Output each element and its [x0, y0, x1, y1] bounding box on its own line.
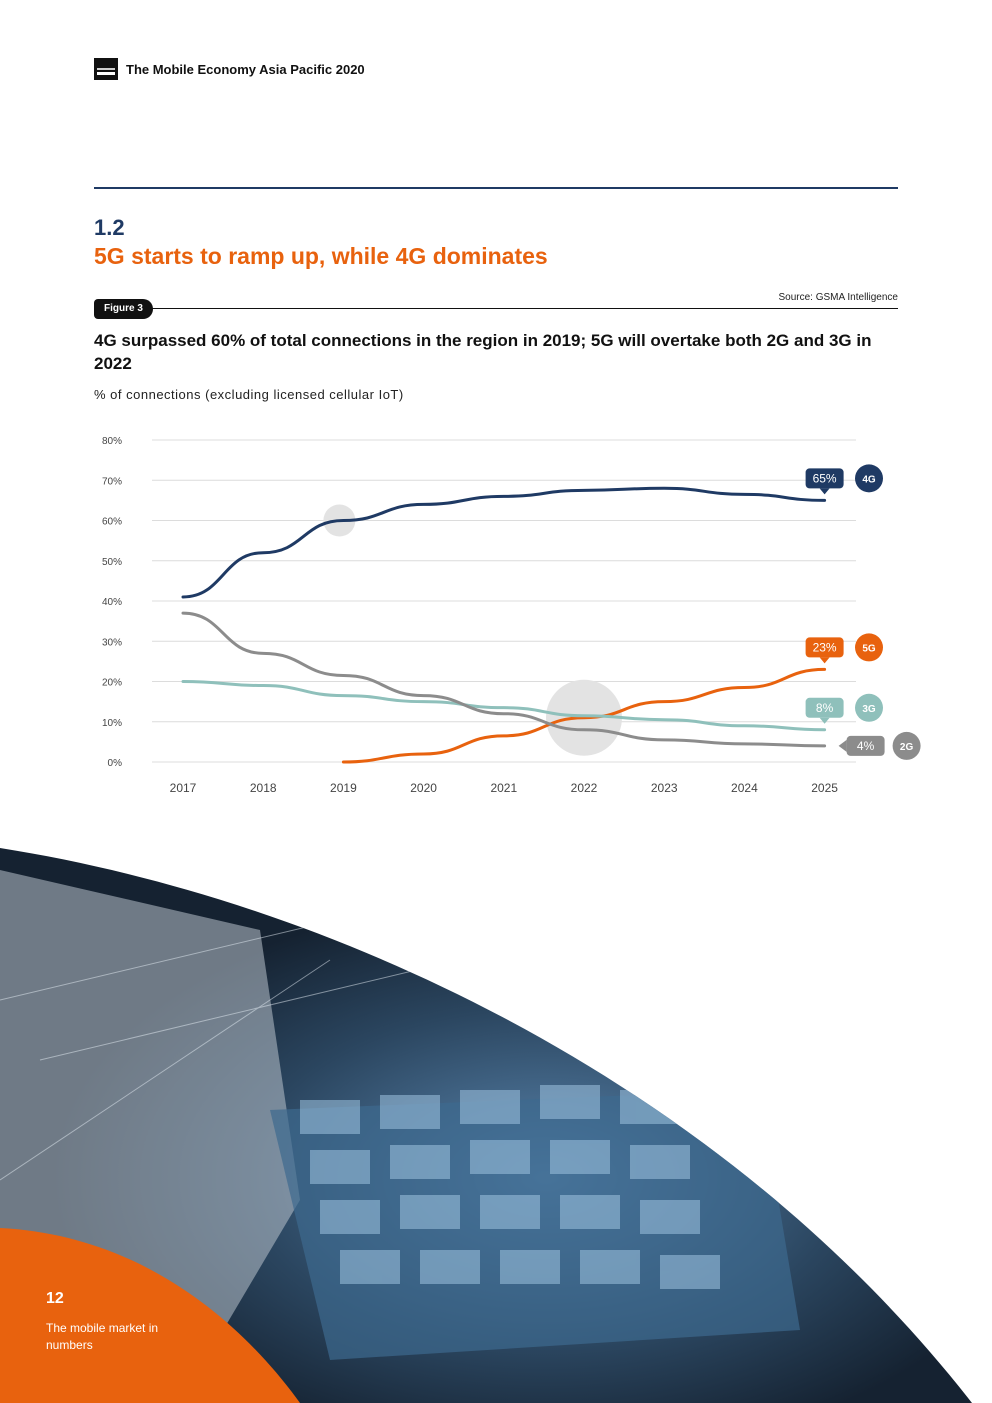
series-line-5g [341, 667, 827, 764]
x-axis: 2017 2018 2019 2020 2021 2022 2023 2024 2025 [170, 781, 839, 795]
x-tick-label: 2018 [250, 781, 277, 795]
end-label-value-3g: 8% [816, 701, 834, 715]
gsma-logo-icon [94, 58, 118, 80]
series-line-3g [181, 680, 827, 732]
chart-subtitle: % of connections (excluding licensed cel… [94, 387, 404, 402]
x-tick-label: 2024 [731, 781, 758, 795]
end-label-value-2g: 4% [857, 739, 875, 753]
end-label-pointer-2g [838, 739, 847, 752]
x-tick-label: 2017 [170, 781, 197, 795]
series-name-3g: 3G [862, 704, 876, 715]
end-label-pointer-3g [819, 717, 830, 724]
series-dot-3g [855, 693, 883, 722]
x-tick-label: 2021 [490, 781, 517, 795]
end-label-pointer-5g [819, 657, 830, 664]
y-tick-label: 50% [102, 557, 122, 568]
end-label-value-4g: 65% [813, 471, 837, 485]
series-dot-2g [892, 731, 921, 760]
series-name-2g: 2G [900, 742, 914, 753]
y-tick-label: 60% [102, 517, 122, 528]
section-number: 1.2 [94, 215, 125, 240]
figure-badge: Figure 3 [94, 299, 153, 319]
series-dot-4g [855, 464, 883, 493]
y-tick-label: 80% [102, 436, 122, 447]
series-dot-5g [855, 633, 883, 662]
section-divider [94, 187, 898, 189]
chart-series [181, 486, 827, 764]
series-line-4g [181, 486, 827, 599]
series-name-4g: 4G [862, 474, 876, 485]
y-tick-label: 30% [102, 637, 122, 648]
chart-grid [152, 439, 856, 763]
connections-line-chart: 0%10%20%30%40%50%60%70%80% 2017 2018 2019 2… [102, 436, 921, 795]
page-section-label: The mobile market in numbers [46, 1321, 159, 1352]
chart-end-labels: 65% 4G 23% 5G 8% 3G 4% 2G [805, 464, 921, 760]
page-header: The Mobile Economy Asia Pacific 2020 [94, 58, 365, 80]
end-label-bubble-2g [846, 735, 885, 756]
end-label-bubble-3g [805, 697, 844, 718]
x-tick-label: 2023 [651, 781, 678, 795]
chart-title: 4G surpassed 60% of total connections in… [94, 331, 872, 373]
figure-source: Source: GSMA Intelligence [778, 292, 898, 303]
y-axis: 0% 10% 20% 30% 40% 50% 60% 70% 80% [102, 436, 122, 769]
y-tick-label: 10% [102, 718, 122, 729]
report-title: The Mobile Economy Asia Pacific 2020 [126, 61, 365, 77]
y-tick-label: 70% [102, 476, 122, 487]
x-tick-label: 2022 [571, 781, 598, 795]
x-tick-label: 2025 [811, 781, 838, 795]
series-line-2g [181, 611, 827, 748]
end-label-bubble-5g [805, 637, 844, 658]
series-name-5g: 5G [862, 643, 876, 654]
end-label-bubble-4g [805, 468, 844, 489]
end-label-value-5g: 23% [813, 640, 837, 654]
page-number: 12 [46, 1290, 64, 1307]
section-title: 5G starts to ramp up, while 4G dominates [94, 243, 548, 269]
x-tick-label: 2020 [410, 781, 437, 795]
figure-rule [150, 308, 898, 309]
y-tick-label: 0% [108, 758, 123, 769]
end-label-pointer-4g [819, 488, 830, 495]
y-tick-label: 40% [102, 597, 122, 608]
x-tick-label: 2019 [330, 781, 357, 795]
y-tick-label: 20% [102, 678, 122, 689]
